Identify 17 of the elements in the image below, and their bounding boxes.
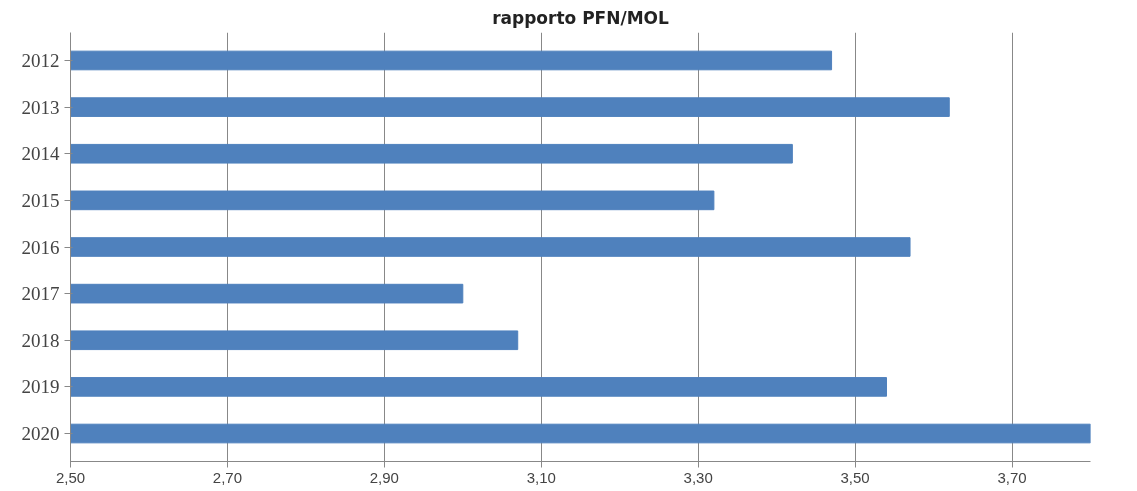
y-tick-label: 2018 <box>21 329 60 351</box>
y-tick-label: 2016 <box>21 236 60 258</box>
x-tick-label: 3,70 <box>997 468 1027 486</box>
y-tick-label: 2012 <box>21 49 60 71</box>
x-tick-label: 2,90 <box>369 468 399 486</box>
x-tick-label: 2,70 <box>212 468 243 486</box>
x-tick-label: 2,50 <box>55 468 86 486</box>
y-tick-label: 2015 <box>21 189 60 211</box>
y-tick-label: 2019 <box>21 376 60 398</box>
y-tick-label: 2017 <box>21 283 60 305</box>
y-tick-label: 2013 <box>21 96 60 118</box>
y-tick-label: 2014 <box>21 143 60 165</box>
x-tick-label: 3,50 <box>840 468 870 486</box>
x-tick-label: 3,10 <box>526 468 556 486</box>
y-tick-label: 2020 <box>21 423 60 445</box>
x-tick-label: 3,30 <box>683 468 713 486</box>
chart-title: rapporto PFN/MOL <box>492 7 670 28</box>
